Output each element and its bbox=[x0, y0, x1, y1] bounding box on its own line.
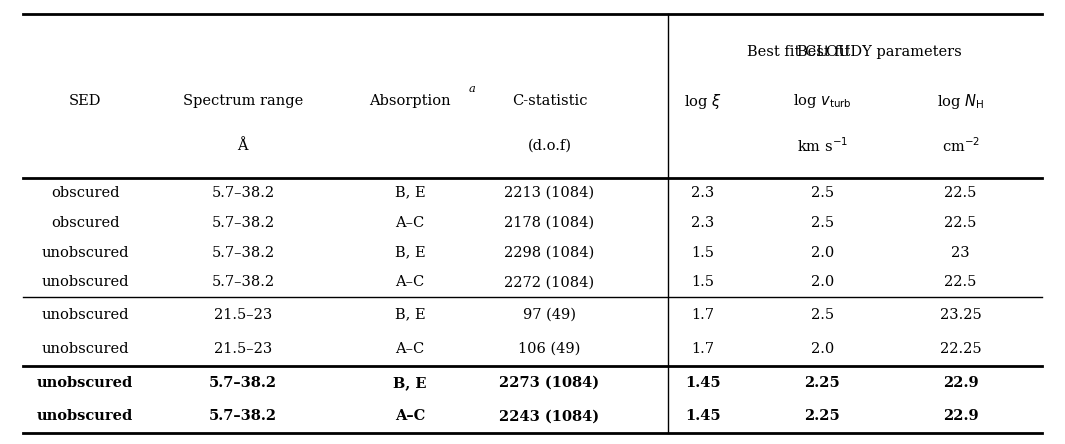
Text: 1.7: 1.7 bbox=[691, 342, 715, 356]
Text: 2272 (1084): 2272 (1084) bbox=[505, 275, 594, 289]
Text: 2243 (1084): 2243 (1084) bbox=[499, 409, 600, 423]
Text: log $v_{\rm turb}$: log $v_{\rm turb}$ bbox=[792, 92, 852, 110]
Text: B, E: B, E bbox=[395, 186, 425, 200]
Text: 2298 (1084): 2298 (1084) bbox=[505, 246, 594, 260]
Text: 1.45: 1.45 bbox=[685, 376, 721, 390]
Text: A–C: A–C bbox=[395, 342, 425, 356]
Text: 1.5: 1.5 bbox=[691, 275, 715, 289]
Text: unobscured: unobscured bbox=[42, 246, 129, 260]
Text: 22.5: 22.5 bbox=[945, 275, 977, 289]
Text: Å: Å bbox=[237, 139, 248, 153]
Text: B, E: B, E bbox=[395, 308, 425, 322]
Text: 1.5: 1.5 bbox=[691, 246, 715, 260]
Text: unobscured: unobscured bbox=[37, 409, 133, 423]
Text: 5.7–38.2: 5.7–38.2 bbox=[211, 186, 275, 200]
Text: A–C: A–C bbox=[395, 409, 425, 423]
Text: log $\xi$: log $\xi$ bbox=[684, 92, 722, 111]
Text: B, E: B, E bbox=[395, 246, 425, 260]
Text: unobscured: unobscured bbox=[42, 275, 129, 289]
Text: 2.5: 2.5 bbox=[810, 308, 834, 322]
Text: 97 (49): 97 (49) bbox=[523, 308, 576, 322]
Text: B, E: B, E bbox=[393, 376, 427, 390]
Text: obscured: obscured bbox=[51, 186, 119, 200]
Text: 1.7: 1.7 bbox=[691, 308, 715, 322]
Text: 22.9: 22.9 bbox=[943, 376, 979, 390]
Text: unobscured: unobscured bbox=[37, 376, 133, 390]
Text: Spectrum range: Spectrum range bbox=[183, 94, 302, 108]
Text: 2.25: 2.25 bbox=[804, 409, 840, 423]
Text: 5.7–38.2: 5.7–38.2 bbox=[211, 246, 275, 260]
Text: 23.25: 23.25 bbox=[939, 308, 982, 322]
Text: a: a bbox=[469, 84, 475, 94]
Text: 5.7–38.2: 5.7–38.2 bbox=[211, 275, 275, 289]
Text: 2.25: 2.25 bbox=[804, 376, 840, 390]
Text: obscured: obscured bbox=[51, 215, 119, 230]
Text: 2.0: 2.0 bbox=[810, 246, 834, 260]
Text: km s$^{-1}$: km s$^{-1}$ bbox=[797, 136, 848, 155]
Text: 2273 (1084): 2273 (1084) bbox=[499, 376, 600, 390]
Text: 22.25: 22.25 bbox=[939, 342, 982, 356]
Text: Absorption: Absorption bbox=[370, 94, 450, 108]
Text: 106 (49): 106 (49) bbox=[519, 342, 580, 356]
Text: unobscured: unobscured bbox=[42, 308, 129, 322]
Text: A–C: A–C bbox=[395, 275, 425, 289]
Text: 22.5: 22.5 bbox=[945, 186, 977, 200]
Text: 2213 (1084): 2213 (1084) bbox=[505, 186, 594, 200]
Text: log $N_{\rm H}$: log $N_{\rm H}$ bbox=[937, 92, 984, 111]
Text: 2.3: 2.3 bbox=[691, 186, 715, 200]
Text: C-statistic: C-statistic bbox=[512, 94, 587, 108]
Text: A–C: A–C bbox=[395, 215, 425, 230]
Text: 23: 23 bbox=[951, 246, 970, 260]
Text: unobscured: unobscured bbox=[42, 342, 129, 356]
Text: 2.3: 2.3 bbox=[691, 215, 715, 230]
Text: 2.0: 2.0 bbox=[810, 342, 834, 356]
Text: 2.5: 2.5 bbox=[810, 186, 834, 200]
Text: 2.0: 2.0 bbox=[810, 275, 834, 289]
Text: 1.45: 1.45 bbox=[685, 409, 721, 423]
Text: 21.5–23: 21.5–23 bbox=[214, 342, 272, 356]
Text: 5.7–38.2: 5.7–38.2 bbox=[209, 376, 277, 390]
Text: cm$^{-2}$: cm$^{-2}$ bbox=[941, 136, 980, 155]
Text: 5.7–38.2: 5.7–38.2 bbox=[211, 215, 275, 230]
Text: 21.5–23: 21.5–23 bbox=[214, 308, 272, 322]
Text: 2178 (1084): 2178 (1084) bbox=[505, 215, 594, 230]
Text: Best fit CLOUDY parameters: Best fit CLOUDY parameters bbox=[748, 45, 962, 59]
Text: 22.9: 22.9 bbox=[943, 409, 979, 423]
Text: 2.5: 2.5 bbox=[810, 215, 834, 230]
Text: SED: SED bbox=[69, 94, 101, 108]
Text: 5.7–38.2: 5.7–38.2 bbox=[209, 409, 277, 423]
Text: (d.o.f): (d.o.f) bbox=[527, 139, 572, 153]
Text: Best fit: Best fit bbox=[797, 45, 854, 59]
Text: 22.5: 22.5 bbox=[945, 215, 977, 230]
